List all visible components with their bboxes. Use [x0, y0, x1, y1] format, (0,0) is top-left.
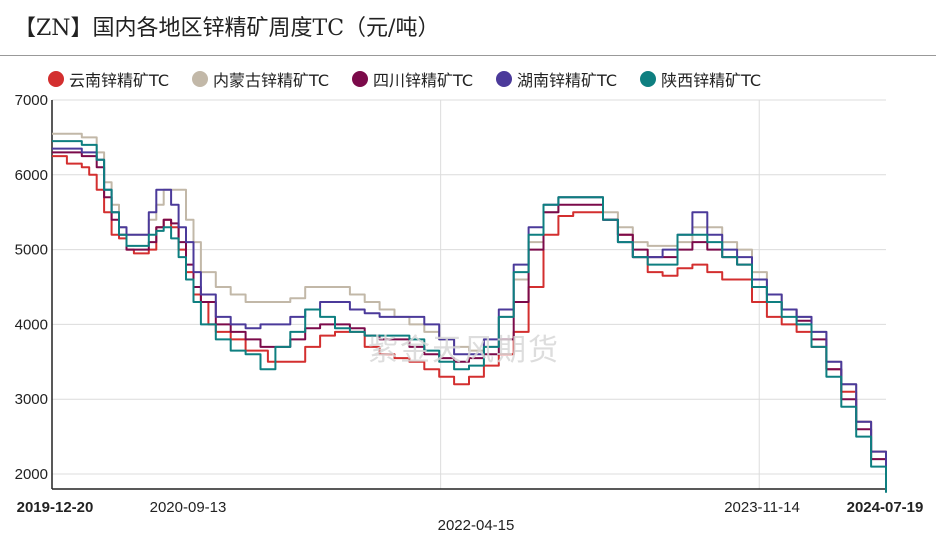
legend-marker: [192, 71, 209, 87]
x-tick-label: 2024-07-19: [847, 499, 924, 516]
legend-label: 陕西锌精矿TC: [661, 71, 762, 90]
legend-item-3[interactable]: 湖南锌精矿TC: [496, 67, 617, 91]
series-layer: [52, 132, 887, 493]
watermark: 紫金天风期货: [368, 333, 560, 368]
legend-marker: [352, 71, 369, 87]
grid-lines: [52, 99, 886, 489]
series-line-0: [52, 155, 887, 489]
axes: [51, 100, 886, 490]
series-line-2: [52, 151, 887, 486]
title-divider: [0, 55, 936, 56]
y-tick-label: 2000: [15, 466, 48, 483]
legend-item-2[interactable]: 四川锌精矿TC: [352, 67, 473, 91]
y-tick-label: 4000: [15, 316, 48, 333]
series-line-1: [52, 132, 887, 474]
x-tick-label: 2022-04-15: [438, 517, 515, 534]
legend-label: 内蒙古锌精矿TC: [213, 71, 330, 90]
legend-item-0[interactable]: 云南锌精矿TC: [48, 67, 169, 91]
legend-label: 湖南锌精矿TC: [517, 71, 618, 90]
y-tick-label: 6000: [15, 167, 48, 184]
legend-item-4[interactable]: 陕西锌精矿TC: [640, 67, 761, 91]
legend-marker: [640, 71, 657, 87]
x-tick-label: 2019-12-20: [17, 499, 94, 516]
legend-item-1[interactable]: 内蒙古锌精矿TC: [192, 67, 329, 91]
series-line-3: [52, 147, 887, 482]
y-tick-label: 3000: [15, 391, 48, 408]
legend-label: 四川锌精矿TC: [373, 71, 474, 90]
y-tick-label: 5000: [15, 242, 48, 259]
chart-title: 【ZN】国内各地区锌精矿周度TC（元/吨）: [14, 16, 440, 41]
legend: 云南锌精矿TC 内蒙古锌精矿TC 四川锌精矿TC 湖南锌精矿TC 陕西锌精矿TC: [48, 67, 784, 91]
x-tick-label: 2023-11-14: [724, 499, 800, 516]
series-line-4: [52, 140, 887, 493]
legend-label: 云南锌精矿TC: [69, 71, 170, 90]
x-tick-label: 2020-09-13: [150, 499, 227, 516]
legend-marker: [48, 71, 64, 87]
y-tick-labels: 2000 3000 4000 5000 6000 7000: [15, 92, 48, 483]
x-tick-labels: 2019-12-20 2020-09-13 2022-04-15 2023-11-14…: [17, 499, 924, 534]
y-tick-label: 7000: [15, 92, 48, 109]
legend-marker: [496, 71, 513, 87]
